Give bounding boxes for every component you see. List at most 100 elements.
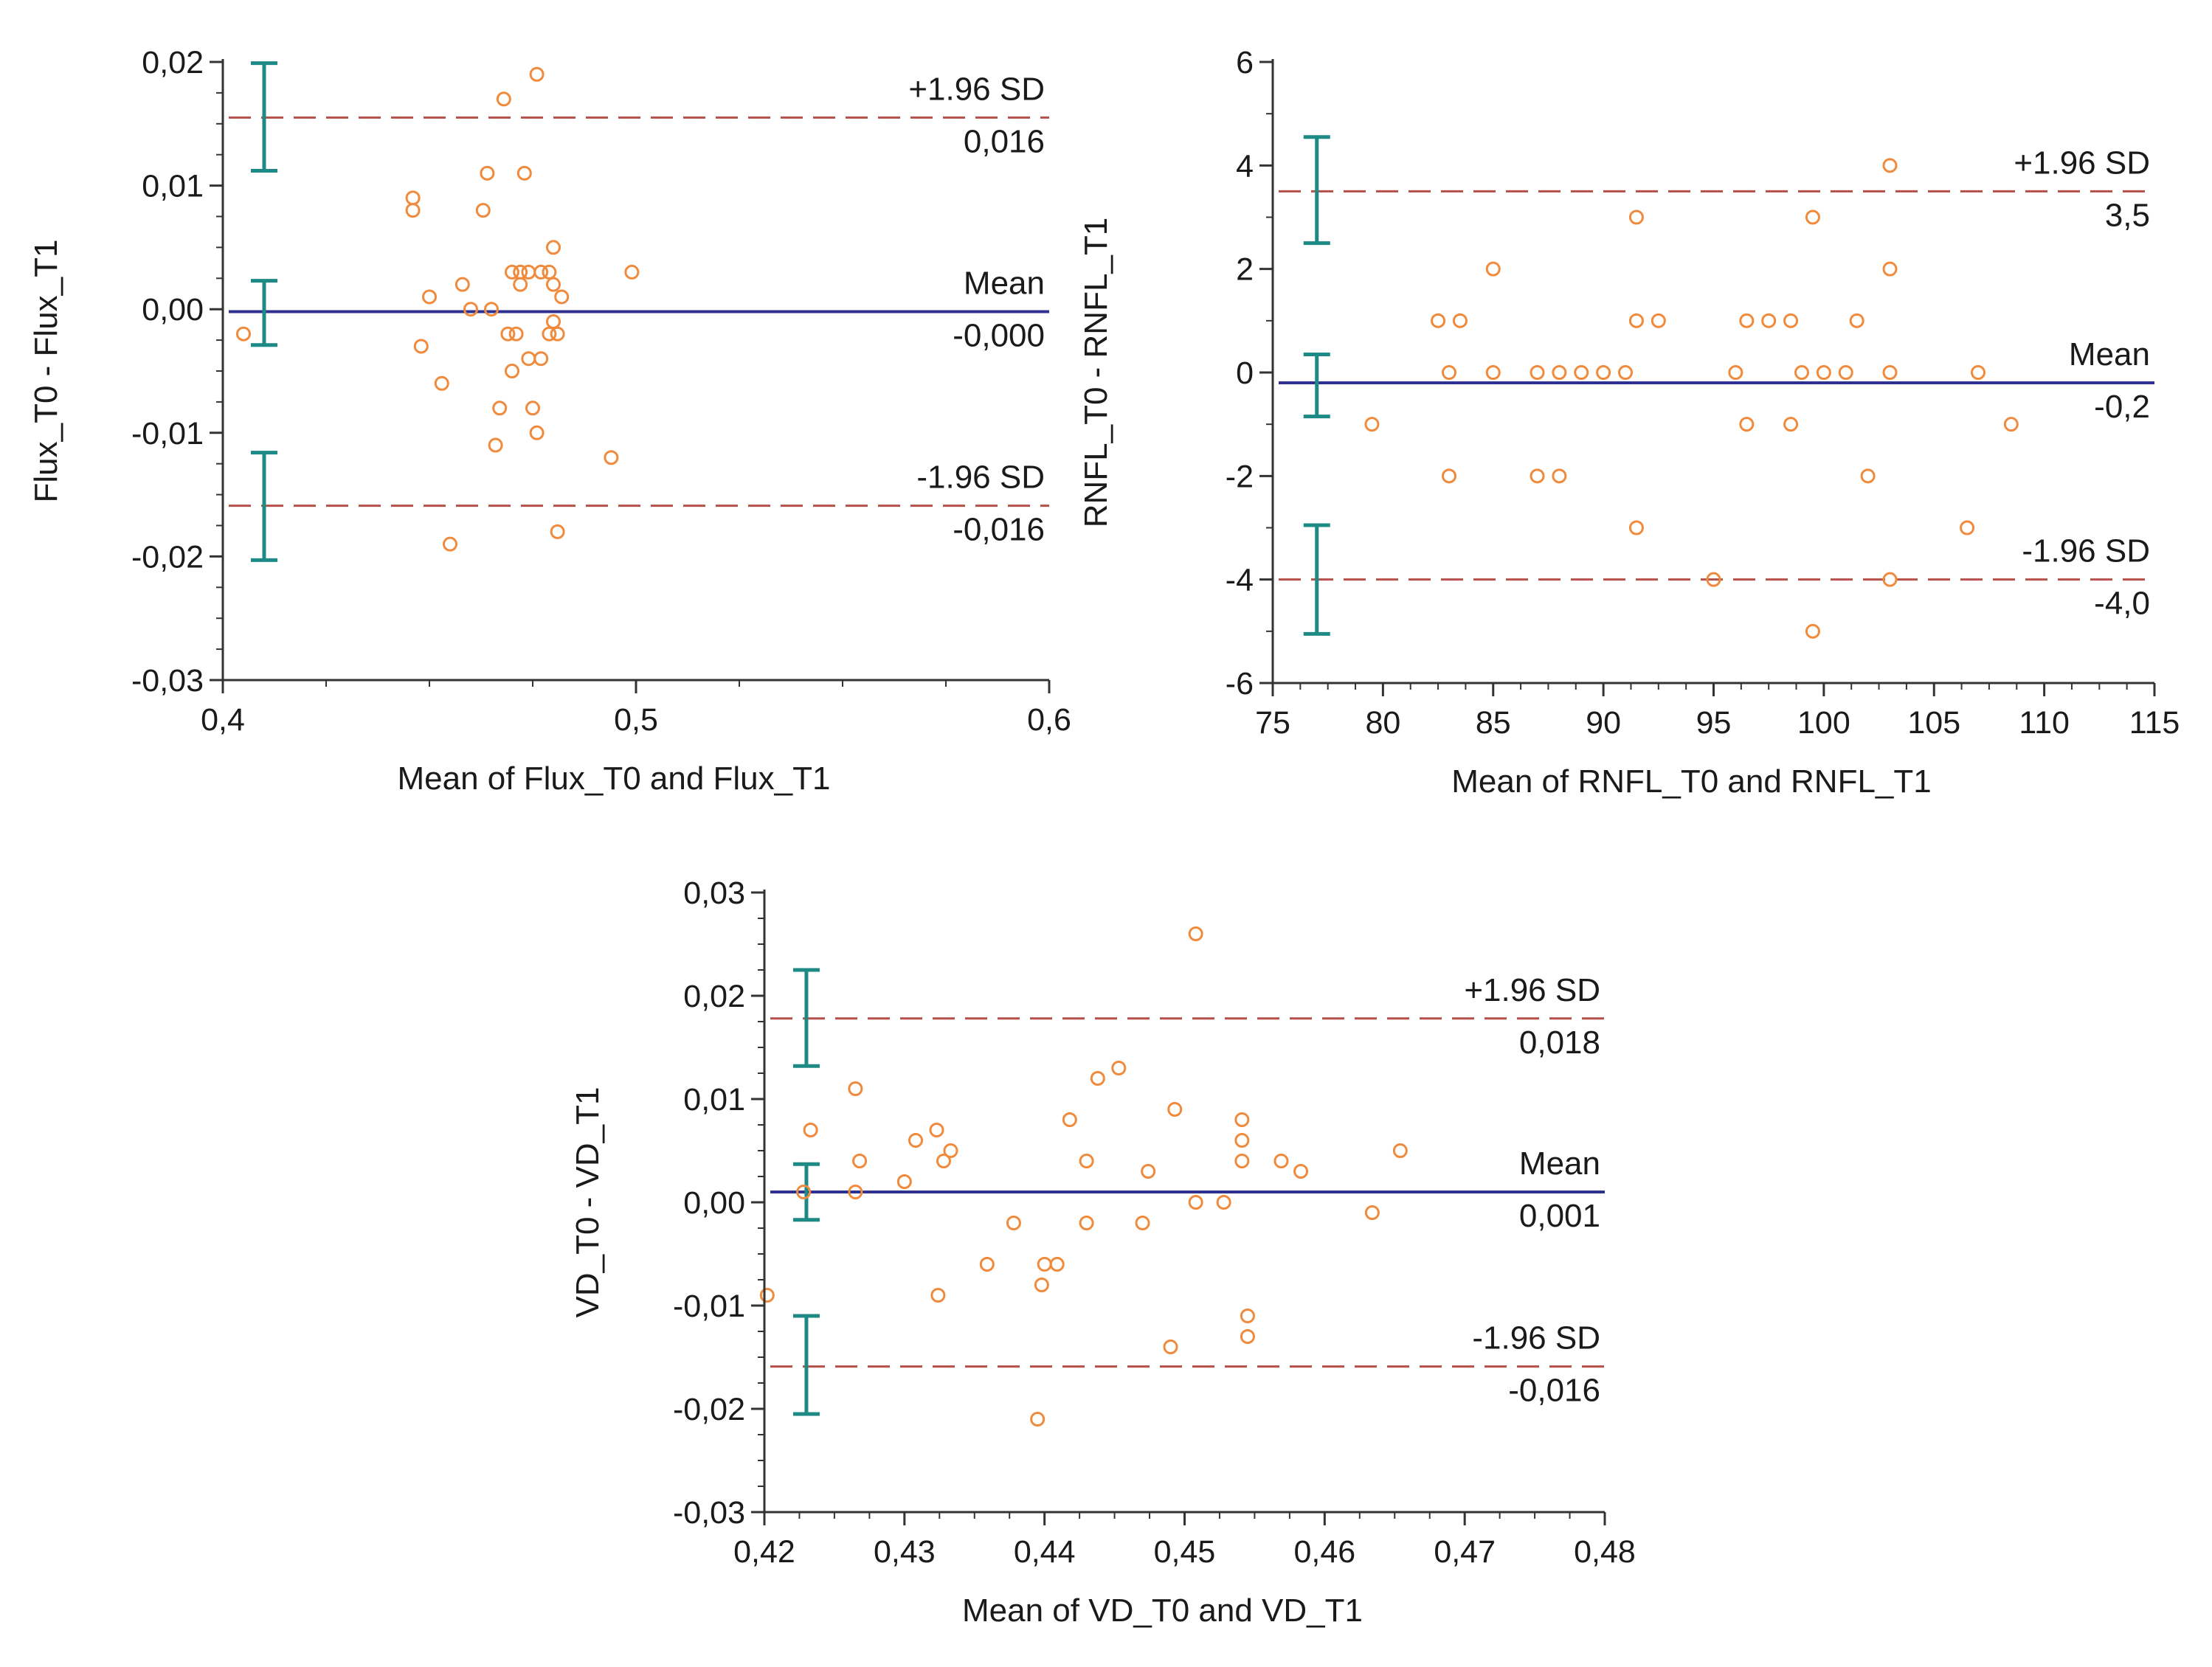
vd-x-tick-label: 0,45 (1154, 1534, 1216, 1570)
flux-data-point (434, 375, 449, 391)
flux-x-ticks: 0,4 0,5 0,6 (201, 680, 1071, 738)
flux-axes (220, 59, 1049, 682)
rnfl-upper-value: 3,5 (2105, 197, 2150, 233)
vd-data-point (943, 1143, 958, 1158)
flux-y-ticks: 0,02 0,01 0,00 -0,01 -0,02 -0,03 (131, 45, 223, 699)
flux-x-tick-label: 0,5 (614, 702, 658, 738)
flux-data-point (550, 524, 565, 539)
vd-upper-name: +1.96 SD (1464, 972, 1600, 1008)
vd-ci-bar (792, 1314, 820, 1416)
flux-chart: 0,02 0,01 0,00 -0,01 -0,02 -0,03 0,4 0,5 0,6 +1… (28, 45, 1071, 797)
rnfl-data-point (2003, 417, 2019, 432)
rnfl-lower-name: -1.96 SD (2022, 533, 2150, 569)
flux-y-tick-label: -0,02 (131, 539, 204, 575)
rnfl-upper-name: +1.96 SD (2014, 145, 2150, 181)
vd-data-point (1188, 926, 1203, 941)
flux-data-point (554, 289, 570, 305)
rnfl-points (1364, 158, 2019, 639)
rnfl-data-point (1783, 313, 1799, 328)
rnfl-data-point (1739, 313, 1755, 328)
flux-upper-name: +1.96 SD (908, 71, 1045, 107)
vd-data-point (852, 1154, 868, 1168)
flux-data-point (492, 401, 508, 416)
vd-ci-bar (792, 1162, 820, 1222)
rnfl-reference-lines (1279, 190, 2154, 581)
vd-data-point (1234, 1112, 1250, 1127)
flux-data-point (443, 536, 457, 552)
rnfl-data-point (1596, 365, 1611, 380)
flux-data-point (624, 264, 640, 280)
flux-upper-value: 0,016 (964, 123, 1045, 159)
rnfl-data-point (1574, 365, 1589, 380)
flux-data-point (533, 351, 549, 367)
vd-data-point (908, 1133, 924, 1148)
vd-data-point (1135, 1216, 1150, 1230)
vd-x-tick-label: 0,43 (874, 1534, 936, 1570)
rnfl-data-point (1364, 417, 1380, 432)
rnfl-data-point (1816, 365, 1831, 380)
vd-mean-name: Mean (1519, 1146, 1600, 1182)
rnfl-ci-bar (1303, 135, 1330, 246)
vd-y-tick-label: 0,03 (683, 876, 745, 911)
flux-x-axis-title: Mean of Flux_T0 and Flux_T1 (398, 760, 831, 797)
flux-y-tick-label: 0,02 (142, 45, 204, 80)
flux-y-axis-title: Flux_T0 - Flux_T1 (28, 240, 64, 503)
vd-data-point (1188, 1195, 1203, 1210)
rnfl-y-tick-label: 0 (1236, 356, 1254, 391)
rnfl-data-point (1849, 313, 1864, 328)
flux-data-point (516, 165, 532, 181)
vd-data-point (1167, 1102, 1183, 1117)
flux-data-point (529, 425, 545, 440)
rnfl-data-point (1552, 365, 1567, 380)
rnfl-x-tick-label: 90 (1586, 705, 1621, 741)
flux-data-point (546, 277, 561, 292)
rnfl-x-tick-label: 95 (1696, 705, 1732, 741)
rnfl-y-tick-label: -6 (1226, 666, 1254, 701)
flux-reference-lines (229, 116, 1049, 507)
vd-data-point (936, 1154, 951, 1168)
vd-data-point (848, 1081, 863, 1096)
rnfl-x-tick-label: 105 (1907, 705, 1960, 741)
flux-data-point (529, 66, 545, 82)
rnfl-data-point (1960, 520, 1975, 536)
rnfl-ci-bar (1303, 352, 1330, 419)
vd-data-point (896, 1174, 912, 1189)
vd-data-point (1216, 1195, 1231, 1210)
flux-points (236, 66, 640, 552)
rnfl-data-point (1882, 261, 1898, 277)
rnfl-data-point (1783, 417, 1799, 432)
vd-points (759, 926, 1408, 1427)
vd-data-point (1049, 1257, 1065, 1272)
flux-data-point (475, 203, 491, 218)
vd-y-tick-label: 0,00 (683, 1185, 745, 1221)
rnfl-x-tick-label: 80 (1365, 705, 1400, 741)
flux-confidence-bars (251, 61, 277, 562)
rnfl-mean-value: -0,2 (2094, 389, 2150, 425)
rnfl-y-tick-label: 6 (1236, 45, 1254, 80)
rnfl-y-ticks: 6 4 2 0 -2 -4 -6 (1226, 45, 1273, 701)
rnfl-data-point (1805, 623, 1820, 639)
flux-data-point (455, 277, 470, 292)
rnfl-y-tick-label: 2 (1236, 252, 1254, 288)
vd-chart: 0,03 0,02 0,01 0,00 -0,01 -0,02 -0,03 0,42 0,43… (570, 876, 1636, 1629)
rnfl-y-tick-label: 4 (1236, 148, 1254, 184)
vd-data-point (1234, 1154, 1250, 1168)
rnfl-x-tick-label: 115 (2129, 705, 2180, 741)
vd-lower-value: -0,016 (1508, 1373, 1600, 1409)
vd-data-point (1392, 1143, 1408, 1158)
vd-y-tick-label: 0,01 (683, 1082, 745, 1117)
vd-data-point (759, 1288, 775, 1303)
vd-data-point (1006, 1216, 1021, 1230)
vd-x-tick-label: 0,42 (733, 1534, 795, 1570)
rnfl-x-tick-label: 110 (2019, 705, 2070, 741)
vd-data-point (929, 1123, 944, 1137)
flux-data-point (413, 339, 429, 354)
flux-x-tick-label: 0,6 (1027, 702, 1071, 738)
vd-data-point (1111, 1061, 1127, 1075)
flux-data-point (422, 289, 437, 305)
vd-data-point (1141, 1164, 1156, 1179)
flux-ci-bar (251, 279, 277, 347)
rnfl-data-point (1860, 468, 1876, 484)
flux-data-point (484, 302, 499, 317)
